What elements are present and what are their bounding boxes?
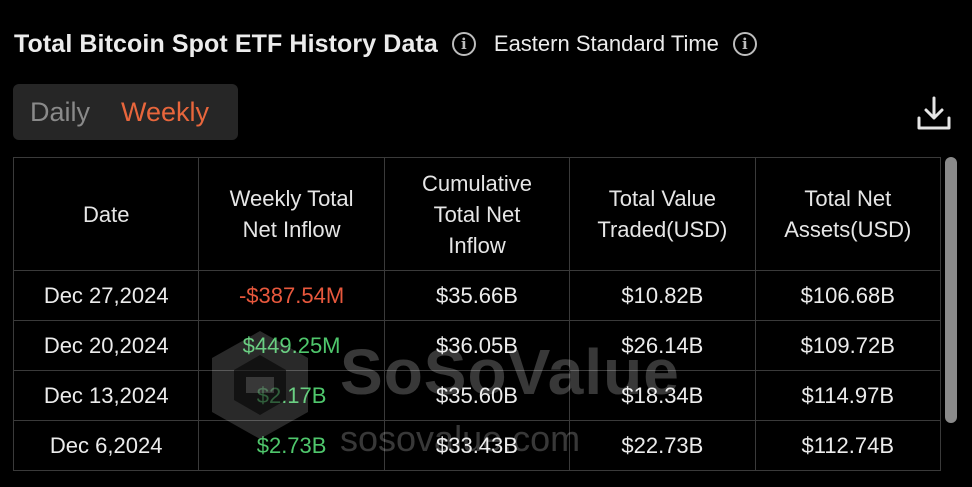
timezone-info-icon[interactable]: i [732, 32, 757, 56]
header-line: Total Net [433, 201, 521, 227]
header-line: Net Inflow [242, 217, 341, 242]
header-net-assets[interactable]: Total Net Assets(USD) [754, 157, 942, 271]
info-icon[interactable]: i [451, 32, 476, 56]
header-line: Inflow [448, 232, 506, 258]
table-row[interactable]: Dec 13,2024 $2.17B $35.60B $18.34B $114.97B [12, 370, 942, 421]
cell-net-assets: $106.68B [754, 270, 942, 321]
table-header-row: Date Weekly Total Net Inflow Cumulative … [12, 157, 942, 271]
cell-cumulative-net-inflow: $35.66B [383, 270, 571, 321]
timezone-label: Eastern Standard Time [493, 31, 719, 56]
cell-date: Dec 13,2024 [12, 370, 200, 421]
daily-tab[interactable]: Daily [30, 96, 91, 127]
cell-cumulative-net-inflow: $36.05B [383, 320, 571, 371]
cell-weekly-net-inflow: $449.25M [198, 320, 385, 371]
header-line: Cumulative [421, 170, 532, 196]
header-weekly-net-inflow[interactable]: Weekly Total Net Inflow [198, 157, 385, 271]
cell-value-traded: $18.34B [569, 370, 756, 421]
header-line: Weekly Total [229, 186, 354, 211]
table-row[interactable]: Dec 27,2024 -$387.54M $35.66B $10.82B $106.6… [12, 270, 942, 321]
header-line: Assets(USD) [784, 217, 912, 242]
cell-date: Dec 20,2024 [12, 320, 200, 371]
table-row[interactable]: Dec 6,2024 $2.73B $33.43B $22.73B $112.74B [12, 420, 942, 471]
cell-date: Dec 6,2024 [12, 420, 200, 471]
header-line: Traded(USD) [597, 217, 728, 242]
cell-cumulative-net-inflow: $33.43B [383, 420, 571, 471]
header-line: Total Net [804, 186, 892, 211]
cell-value-traded: $22.73B [569, 420, 756, 471]
period-toggle: Daily Weekly [13, 84, 238, 140]
scrollbar-thumb[interactable] [945, 157, 957, 423]
etf-history-table: Date Weekly Total Net Inflow Cumulative … [12, 157, 943, 487]
cell-value-traded: $26.14B [569, 320, 756, 371]
cell-weekly-net-inflow: $2.73B [198, 420, 385, 471]
download-icon[interactable] [914, 94, 954, 134]
cell-cumulative-net-inflow: $35.60B [383, 370, 571, 421]
header-line: Date [82, 201, 130, 227]
cell-date: Dec 27,2024 [12, 270, 200, 321]
cell-net-assets: $112.74B [754, 420, 942, 471]
header-value-traded[interactable]: Total Value Traded(USD) [569, 157, 756, 271]
cell-value-traded: $10.82B [569, 270, 756, 321]
header-line: Total Value [608, 186, 716, 211]
page-title: Total Bitcoin Spot ETF History Data [14, 29, 438, 58]
table-row[interactable]: Dec 20,2024 $449.25M $36.05B $26.14B $109.72… [12, 320, 942, 371]
header: Total Bitcoin Spot ETF History Data i Ea… [14, 26, 757, 62]
weekly-tab[interactable]: Weekly [121, 96, 210, 127]
cell-weekly-net-inflow: -$387.54M [198, 270, 385, 321]
cell-net-assets: $109.72B [754, 320, 942, 371]
header-cumulative-net-inflow[interactable]: Cumulative Total Net Inflow [383, 157, 571, 271]
cell-net-assets: $114.97B [754, 370, 942, 421]
header-date[interactable]: Date [12, 157, 200, 271]
cell-weekly-net-inflow: $2.17B [198, 370, 385, 421]
